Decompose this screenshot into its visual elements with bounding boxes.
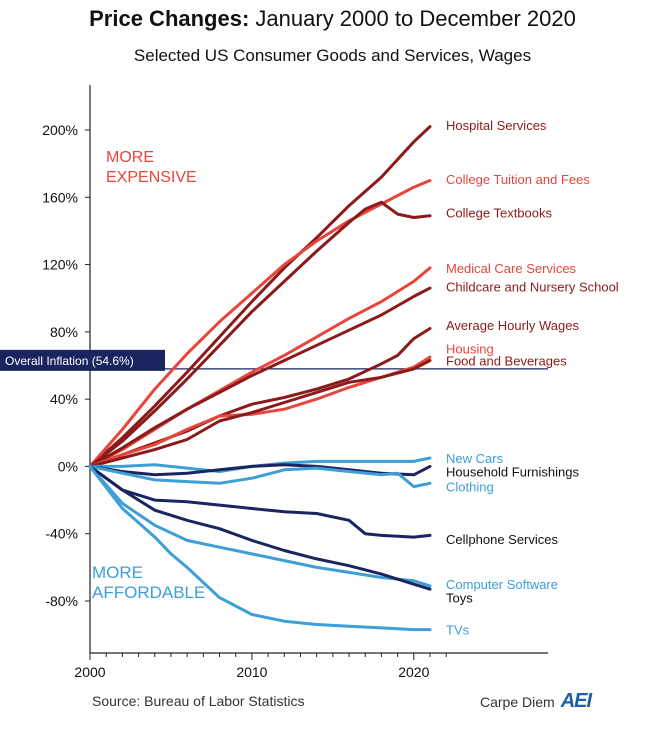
series-label-hospital-services: Hospital Services bbox=[446, 118, 547, 133]
series-label-new-cars: New Cars bbox=[446, 451, 504, 466]
y-tick-label: 200% bbox=[42, 122, 78, 138]
y-tick-label: -80% bbox=[45, 593, 78, 609]
brand-name: Carpe Diem bbox=[480, 693, 555, 710]
chart-title-rest: January 2000 to December 2020 bbox=[255, 6, 576, 31]
y-tick-label: 120% bbox=[42, 257, 78, 273]
y-tick-label: 160% bbox=[42, 189, 78, 205]
series-line-cellphone-services bbox=[88, 464, 432, 539]
more-affordable-label-1: MORE bbox=[92, 563, 143, 582]
series-label-household-furnishings: Household Furnishings bbox=[446, 464, 579, 479]
x-tick-label: 2000 bbox=[74, 664, 105, 680]
y-tick-label: -40% bbox=[45, 526, 78, 542]
chart-title-bold: Price Changes: bbox=[89, 6, 250, 31]
x-tick-label: 2020 bbox=[398, 664, 429, 680]
series-line-housing bbox=[88, 355, 432, 468]
more-expensive-label-2: EXPENSIVE bbox=[106, 169, 197, 186]
series-label-average-hourly-wages: Average Hourly Wages bbox=[446, 318, 579, 333]
series-line-food-and-beverages bbox=[88, 359, 432, 468]
series-line-toys bbox=[88, 464, 432, 591]
series-label-medical-care-services: Medical Care Services bbox=[446, 261, 577, 276]
series-line-hospital-services bbox=[88, 125, 432, 468]
series-line-computer-software bbox=[88, 464, 432, 588]
series-label-toys: Toys bbox=[446, 591, 473, 606]
chart-subtitle: Selected US Consumer Goods and Services,… bbox=[133, 46, 532, 65]
x-tick-label: 2010 bbox=[236, 664, 267, 680]
overall-inflation-label-box bbox=[0, 349, 165, 371]
series-label-food-and-beverages: Food and Beverages bbox=[446, 353, 567, 368]
series-label-college-textbooks: College Textbooks bbox=[446, 205, 552, 220]
series-label-housing: Housing bbox=[446, 342, 494, 357]
series-line-clothing bbox=[88, 464, 432, 489]
aei-logo: AEI bbox=[560, 690, 592, 712]
series-label-clothing: Clothing bbox=[446, 480, 494, 495]
series-line-college-tuition-and-fees bbox=[88, 179, 432, 468]
series-line-tvs bbox=[88, 464, 432, 632]
brand-block: Carpe Diem AEI bbox=[480, 690, 592, 713]
overall-inflation-label: Overall Inflation (54.6%) bbox=[5, 354, 134, 368]
y-tick-label: 0% bbox=[58, 458, 78, 474]
source-note: Source: Bureau of Labor Statistics bbox=[92, 693, 305, 709]
chart-title: Price Changes: January 2000 to December … bbox=[0, 6, 665, 32]
more-affordable-label-2: AFFORDABLE bbox=[92, 583, 205, 602]
series-line-college-textbooks bbox=[88, 200, 432, 468]
series-line-average-hourly-wages bbox=[88, 327, 432, 468]
series-label-college-tuition-and-fees: College Tuition and Fees bbox=[446, 172, 590, 187]
y-tick-label: 40% bbox=[50, 391, 78, 407]
series-label-tvs: TVs bbox=[446, 623, 470, 638]
more-expensive-label-1: MORE bbox=[106, 149, 154, 166]
series-line-childcare-and-nursery-school bbox=[88, 286, 432, 468]
series-label-cellphone-services: Cellphone Services bbox=[446, 532, 559, 547]
series-label-childcare-and-nursery-school: Childcare and Nursery School bbox=[446, 279, 619, 294]
series-label-computer-software: Computer Software bbox=[446, 577, 558, 592]
y-tick-label: 80% bbox=[50, 324, 78, 340]
